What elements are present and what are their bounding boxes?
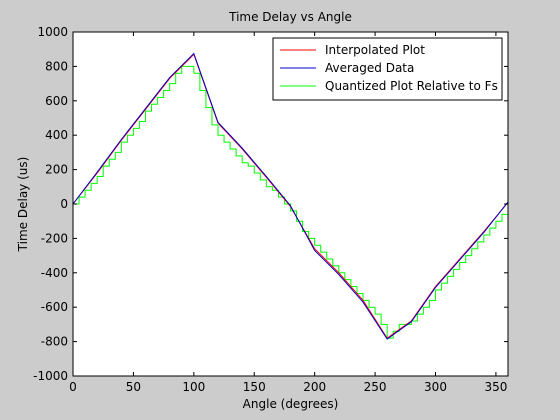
series-line-quantized-plot-relative-to-fs: [73, 65, 509, 339]
chart-marks: [72, 52, 509, 340]
y-tick-label: 600: [45, 94, 68, 108]
x-tick-label: 50: [126, 380, 141, 394]
y-tick-label: -1000: [33, 369, 68, 383]
y-tick-label: -400: [41, 266, 68, 280]
y-tick-label: 800: [45, 59, 68, 73]
y-tick-label: -200: [41, 231, 68, 245]
y-tick-label: 200: [45, 163, 68, 177]
x-tick-label: 100: [182, 380, 205, 394]
x-tick-label: 200: [303, 380, 326, 394]
x-tick-label: 350: [484, 380, 507, 394]
x-axis-label: Angle (degrees): [243, 397, 339, 411]
x-tick-label: 0: [69, 380, 77, 394]
x-tick-label: 250: [364, 380, 387, 394]
axis-ticks: 0 50 100 150 200 250 300 350 -1000 -800 -600 -400 -2…: [33, 25, 508, 394]
legend-label: Interpolated Plot: [325, 43, 425, 57]
y-tick-label: -600: [41, 300, 68, 314]
y-axis-label: Time Delay (us): [16, 157, 30, 253]
chart-title: Time Delay vs Angle: [228, 10, 352, 24]
legend-label: Averaged Data: [325, 61, 414, 75]
series-line-averaged-data: [72, 52, 509, 340]
x-tick-label: 150: [243, 380, 266, 394]
y-tick-label: 1000: [37, 25, 68, 39]
legend: Interpolated Plot Averaged Data Quantized …: [272, 37, 503, 101]
y-tick-label: 400: [45, 128, 68, 142]
legend-box: [272, 37, 503, 101]
y-tick-label: -800: [41, 335, 68, 349]
y-tick-label: 0: [60, 197, 68, 211]
x-tick-label: 300: [424, 380, 447, 394]
legend-label: Quantized Plot Relative to Fs: [325, 79, 498, 93]
